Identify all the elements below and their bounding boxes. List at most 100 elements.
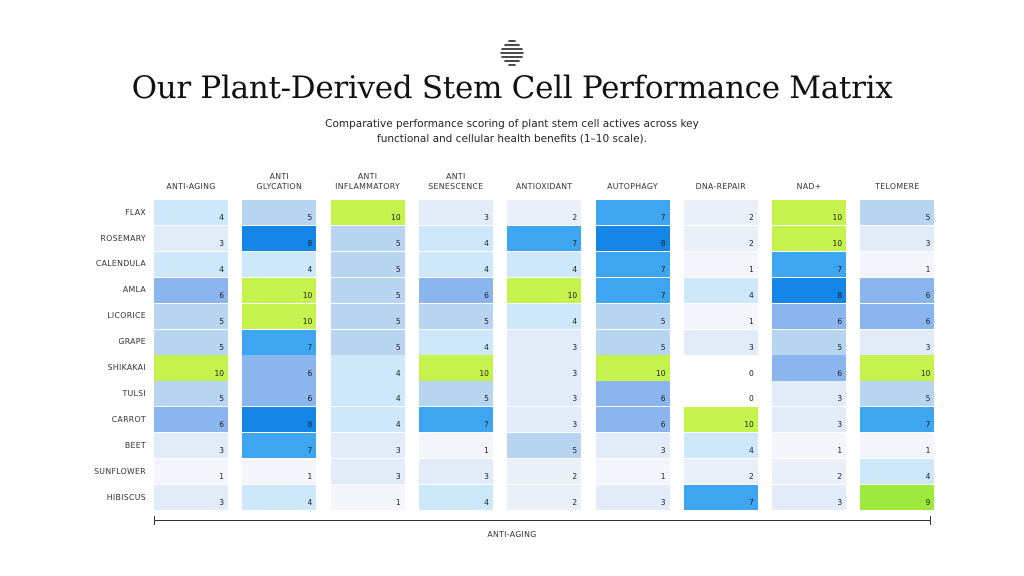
cell-value: 5	[572, 446, 578, 456]
x-axis-tick-right	[930, 516, 931, 525]
cell-value: 4	[307, 498, 313, 508]
cell-value: 6	[925, 316, 931, 326]
heatmap-cell: 5	[330, 225, 405, 252]
heatmap-cell: 4	[154, 200, 228, 226]
heatmap-cell: 7	[772, 251, 847, 277]
heatmap-cell: 9	[860, 484, 935, 511]
heatmap-cell: 2	[507, 200, 582, 226]
cell-value: 4	[749, 290, 754, 300]
heatmap-cell: 5	[418, 303, 493, 329]
heatmap-cell: 4	[683, 277, 758, 303]
heatmap-cell: 8	[242, 225, 317, 252]
heatmap-cell: 6	[772, 303, 847, 329]
cell-value: 2	[837, 472, 843, 482]
heatmap-cell: 1	[683, 303, 758, 329]
heatmap-cell: 6	[154, 277, 228, 303]
cell-value: 6	[307, 394, 313, 404]
heatmap-cell: 5	[330, 329, 405, 355]
cell-value: 4	[219, 264, 224, 274]
row-label: AMLA	[122, 285, 146, 295]
heatmap-cell: 10	[242, 303, 317, 329]
heatmap-cell: 1	[595, 459, 670, 485]
cell-value: 10	[302, 316, 313, 326]
cell-value: 7	[484, 420, 489, 430]
cell-value: 4	[572, 316, 578, 326]
heatmap-cell: 3	[595, 484, 670, 511]
cell-value: 4	[484, 264, 489, 274]
cell-value: 4	[395, 420, 401, 430]
heatmap-cell: 7	[418, 407, 493, 433]
heatmap-cell: 10	[154, 355, 228, 381]
cell-value: 10	[479, 368, 489, 378]
cell-value: 10	[391, 213, 401, 223]
heatmap-cell: 4	[154, 251, 228, 277]
heatmap-cell: 1	[418, 433, 493, 459]
cell-value: 5	[219, 342, 224, 352]
heatmap-cell: 6	[860, 303, 935, 329]
cell-value: 3	[572, 394, 578, 404]
heatmap-cell: 8	[772, 277, 847, 303]
heatmap-cell: 6	[595, 381, 670, 407]
row-label: LICORICE	[107, 311, 146, 321]
cell-value: 3	[749, 342, 754, 352]
cell-value: 3	[572, 342, 578, 352]
cell-value: 3	[484, 472, 489, 482]
heatmap-cell: 3	[418, 200, 493, 226]
cell-value: 6	[837, 316, 843, 326]
cell-value: 6	[484, 290, 489, 300]
cell-value: 6	[660, 420, 666, 430]
heatmap-cell: 2	[507, 484, 582, 511]
heatmap-cell: 5	[330, 251, 405, 277]
cell-value: 9	[925, 498, 931, 508]
cell-value: 5	[307, 213, 313, 223]
cell-value: 3	[484, 213, 489, 223]
heatmap-cell: 5	[418, 381, 493, 407]
cell-value: 7	[749, 498, 754, 508]
heatmap-cell: 10	[860, 355, 935, 381]
heatmap-cell: 3	[418, 459, 493, 485]
cell-value: 10	[832, 213, 843, 223]
cell-value: 5	[660, 316, 666, 326]
heatmap-cell: 3	[683, 329, 758, 355]
cell-value: 3	[395, 472, 401, 482]
cell-value: 3	[660, 446, 666, 456]
heatmap-cell: 4	[507, 303, 582, 329]
cell-value: 1	[307, 472, 313, 482]
heatmap-cell: 4	[242, 251, 317, 277]
cell-value: 5	[219, 394, 224, 404]
cell-value: 1	[925, 446, 931, 456]
cell-value: 4	[307, 264, 313, 274]
column-header: NAD+	[796, 182, 822, 191]
heatmap-cell: 5	[330, 277, 405, 303]
cell-value: 6	[219, 420, 224, 430]
heatmap-cell: 7	[242, 329, 317, 355]
heatmap-cell: 10	[772, 200, 847, 226]
heatmap-cell: 1	[772, 433, 847, 459]
row-label: CALENDULA	[95, 259, 146, 269]
heatmap-cell: 6	[860, 277, 935, 303]
row-label: HIBISCUS	[106, 492, 146, 502]
cell-value: 4	[395, 394, 401, 404]
heatmap-cell: 4	[418, 225, 493, 252]
heatmap-cell: 7	[507, 225, 582, 252]
heatmap-cell: 3	[507, 381, 582, 407]
heatmap-cell: 3	[860, 329, 935, 355]
heatmap-cell: 4	[507, 251, 582, 277]
heatmap-cell: 3	[507, 355, 582, 381]
heatmap-cell: 5	[595, 329, 670, 355]
heatmap-cell: 1	[242, 459, 317, 485]
cell-value: 8	[307, 239, 313, 249]
cell-value: 6	[837, 368, 843, 378]
column-header: AUTOPHAGY	[607, 182, 658, 191]
cell-value: 6	[660, 394, 666, 404]
heatmap-cell: 3	[595, 433, 670, 459]
cell-value: 1	[219, 472, 224, 482]
heatmap-cell: 3	[507, 329, 582, 355]
row-label: BEET	[124, 440, 146, 450]
stem-cell-logo-icon	[500, 40, 524, 66]
heatmap-cell: 6	[772, 355, 847, 381]
cell-value: 10	[567, 290, 578, 300]
heatmap-cell: 5	[242, 200, 317, 226]
heatmap-cell: 6	[418, 277, 493, 303]
heatmap-cell: 4	[418, 484, 493, 511]
